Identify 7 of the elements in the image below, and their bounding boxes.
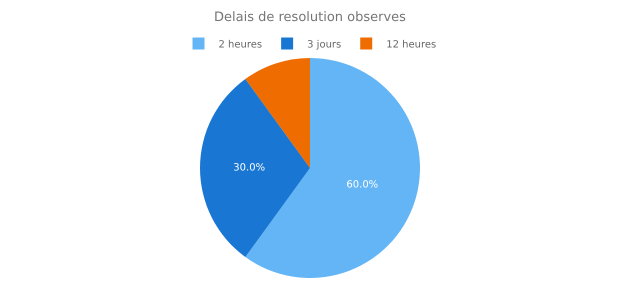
legend-label: 2 heures xyxy=(218,39,262,50)
data-label: 60.0% xyxy=(346,179,378,190)
data-label: 30.0% xyxy=(233,162,266,174)
legend-label: 12 heures xyxy=(386,39,436,50)
legend-label: 3 jours xyxy=(307,39,342,50)
pie-slice xyxy=(200,79,310,257)
chart-title: Delais de resolution observes xyxy=(214,10,406,26)
